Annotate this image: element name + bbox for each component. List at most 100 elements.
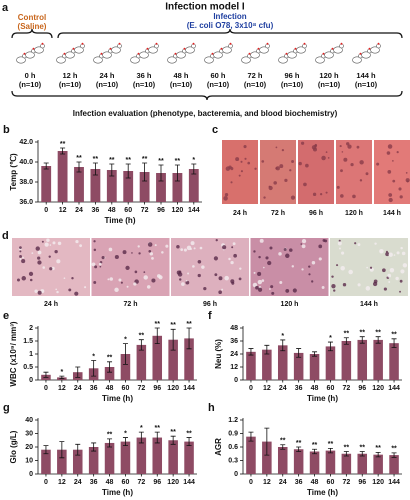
cell	[265, 256, 269, 260]
micrograph-label: 72 h	[271, 210, 285, 217]
cell	[107, 278, 110, 281]
x-tick-label: 72	[137, 385, 145, 392]
chicken-comb	[303, 42, 306, 45]
cell	[291, 265, 295, 268]
cell	[21, 276, 27, 281]
n-label: (n=10)	[19, 80, 42, 89]
significance: **	[186, 321, 192, 328]
chicken-body	[333, 46, 343, 54]
cell	[28, 271, 34, 277]
cell	[37, 250, 42, 255]
cell	[321, 286, 325, 289]
x-tick-label: 48	[106, 385, 114, 392]
micrograph	[260, 140, 296, 204]
cell	[19, 255, 22, 258]
chicken-body	[102, 51, 112, 59]
significance: **	[375, 330, 381, 337]
cell	[201, 265, 205, 269]
chicken-body	[167, 56, 177, 64]
cell	[383, 287, 387, 291]
bar	[104, 367, 115, 380]
bar	[262, 349, 272, 380]
cell	[74, 291, 79, 296]
cell	[388, 280, 391, 283]
cell	[281, 149, 285, 152]
cell	[156, 274, 161, 278]
x-tick-label: 0	[44, 385, 48, 392]
cell	[342, 283, 347, 287]
cell	[257, 287, 263, 292]
bar	[309, 354, 320, 380]
significance: **	[328, 441, 334, 448]
cell	[151, 278, 156, 283]
cell	[392, 160, 394, 162]
x-tick-label: 0	[44, 207, 48, 214]
bar	[120, 354, 131, 380]
significance: **	[107, 432, 113, 439]
cell	[257, 279, 263, 285]
x-tick-label: 60	[122, 385, 130, 392]
cell	[336, 185, 340, 189]
cell	[325, 191, 328, 194]
panel-letter: e	[3, 310, 9, 322]
error-bar	[154, 327, 160, 344]
significance: **	[170, 322, 176, 329]
chicken-comb	[109, 47, 112, 50]
x-tick-label: 36	[92, 207, 100, 214]
cell	[359, 160, 364, 165]
cell	[21, 259, 26, 264]
error-bar	[91, 442, 97, 452]
error-bar	[170, 435, 176, 445]
cell	[49, 267, 53, 271]
n-label: (n=10)	[133, 80, 156, 89]
panel-letter: b	[3, 124, 10, 136]
bar	[41, 166, 52, 202]
error-bar	[109, 163, 115, 177]
bar	[72, 449, 83, 474]
cell	[161, 251, 164, 254]
cell	[235, 157, 240, 162]
bar	[277, 345, 288, 380]
bar	[262, 441, 272, 474]
micrograph-label: 24 h	[44, 301, 58, 308]
cell	[400, 246, 403, 250]
significance: **	[186, 430, 192, 437]
bar	[120, 441, 131, 474]
cell	[54, 249, 58, 254]
chicken-body	[130, 56, 140, 64]
cell	[146, 285, 151, 289]
chicken-body	[222, 46, 232, 54]
infection-sub: (E. coli O78, 3x10⁸ cfu)	[187, 21, 274, 30]
y-tick-label: 40.0	[19, 159, 33, 166]
cell	[114, 287, 119, 293]
cell	[143, 275, 148, 280]
cell	[131, 252, 133, 254]
cell	[395, 276, 399, 281]
bar	[293, 449, 304, 474]
bar	[293, 352, 304, 380]
cell	[284, 178, 288, 183]
cell	[93, 281, 97, 284]
panel-title: Infection model I	[165, 2, 245, 13]
cell	[291, 160, 295, 163]
cell	[405, 178, 410, 183]
cell	[93, 248, 97, 252]
y-tick-label: 48	[230, 325, 238, 332]
error-bar	[327, 341, 333, 352]
x-tick-label: 48	[311, 479, 319, 486]
error-bar	[248, 348, 254, 356]
y-axis-title: Glo (g/L)	[9, 430, 18, 463]
x-tick-label: 48	[108, 207, 116, 214]
cell	[311, 280, 314, 283]
cell	[29, 278, 33, 282]
significance: **	[170, 429, 176, 436]
bar	[309, 451, 320, 474]
bar	[389, 343, 399, 380]
x-tick-label: 72	[342, 479, 350, 486]
cell	[215, 239, 218, 242]
brace	[11, 90, 403, 101]
chicken-comb	[72, 47, 75, 50]
bar	[90, 169, 101, 202]
error-bar	[296, 348, 302, 358]
n-label: (n=10)	[207, 80, 230, 89]
